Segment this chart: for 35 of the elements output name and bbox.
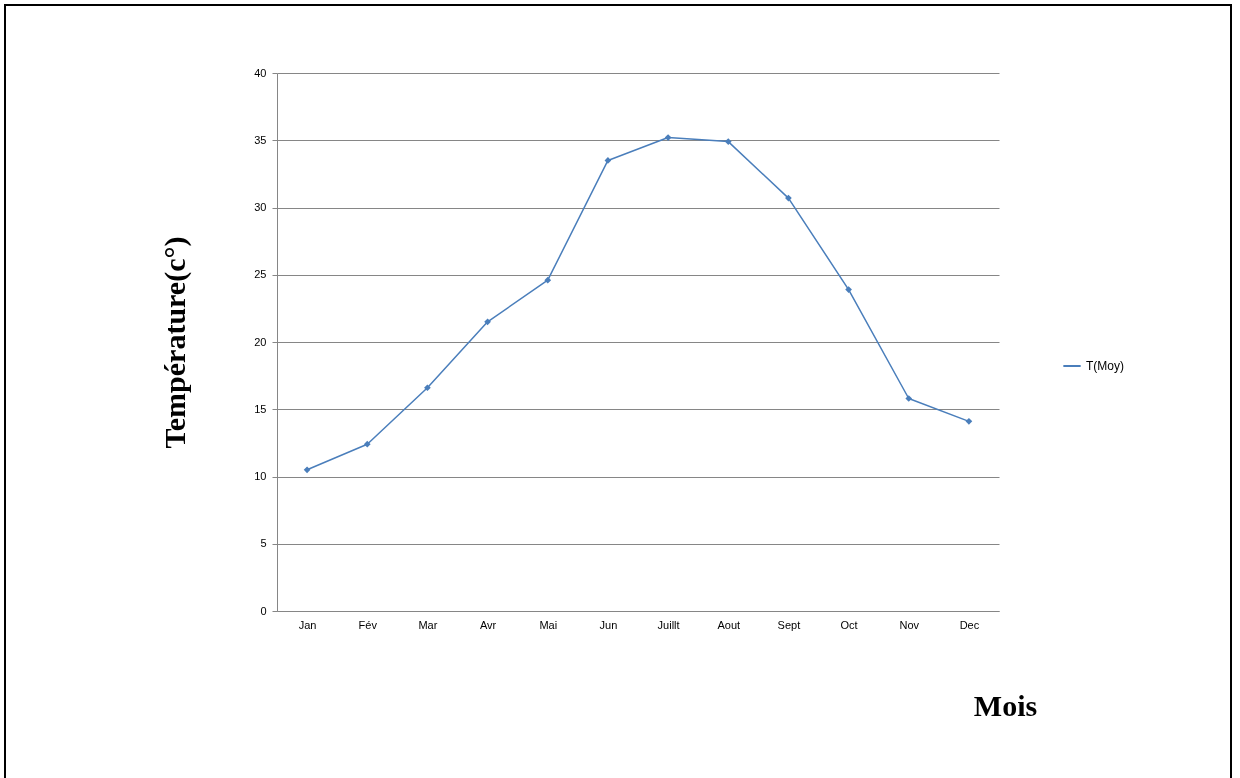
- x-tick-label: Aout: [717, 618, 741, 631]
- x-tick-label: Fév: [358, 618, 378, 631]
- point: [905, 395, 913, 402]
- point: [363, 440, 371, 448]
- y-tick-label: 20: [254, 335, 267, 348]
- point: [785, 194, 792, 202]
- y-tick-label: 40: [254, 66, 267, 79]
- x-tick-label: Oct: [840, 618, 858, 631]
- point: [724, 138, 732, 145]
- x-tick-label: Dec: [959, 618, 980, 631]
- y-tick-label: 30: [254, 201, 267, 213]
- x-tick-label: Jun: [599, 618, 618, 631]
- point: [484, 318, 491, 326]
- point: [544, 276, 552, 284]
- legend-label: T(Moy): [1086, 359, 1124, 373]
- x-axis-title: Mois: [973, 688, 1038, 722]
- point: [604, 157, 612, 164]
- point: [965, 418, 973, 425]
- point: [303, 466, 311, 474]
- x-tick-label: Juillt: [657, 618, 680, 631]
- x-tick-label: Jan: [298, 618, 317, 631]
- x-tick-label: Mar: [418, 618, 438, 631]
- y-tick-label: 35: [254, 133, 267, 146]
- y-axis-title: Température(c°): [157, 236, 192, 449]
- y-tick-label: 10: [254, 470, 267, 482]
- y-tick-label: 15: [254, 402, 267, 415]
- x-tick-label: Sept: [777, 618, 801, 631]
- y-tick-label: 0: [260, 604, 267, 617]
- point: [424, 384, 431, 392]
- point: [845, 286, 852, 293]
- y-tick-label: 5: [260, 537, 267, 550]
- y-tick-label: 25: [254, 268, 267, 281]
- x-tick-label: Nov: [899, 618, 920, 631]
- x-tick-label: Mai: [539, 618, 558, 631]
- x-tick-label: Avr: [479, 618, 497, 631]
